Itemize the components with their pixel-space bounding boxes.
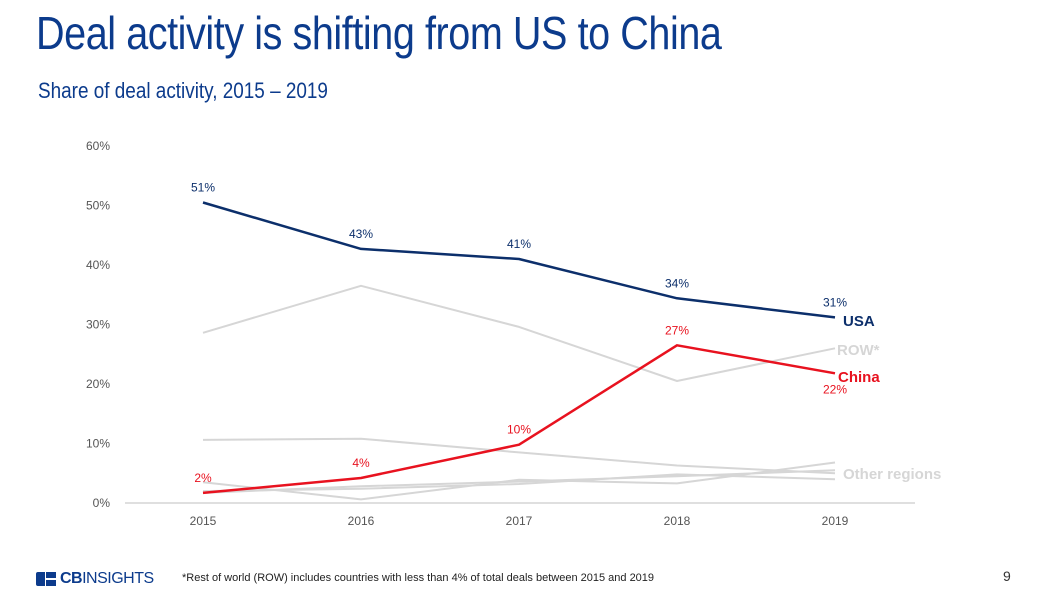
data-label: 51% — [191, 181, 215, 195]
series-line-other — [202, 469, 836, 494]
series-line-usa — [202, 201, 836, 319]
y-tick-label: 40% — [86, 258, 110, 272]
y-tick-label: 20% — [86, 377, 110, 391]
data-label: 31% — [823, 295, 847, 309]
annotation-row: ROW* — [837, 342, 880, 359]
y-tick-label: 10% — [86, 437, 110, 451]
data-label: 27% — [665, 323, 689, 337]
x-tick-label: 2017 — [506, 514, 533, 528]
line-chart: 0% 10% 20% 30% 40% 50% 60% 2015 2016 2017 2018 2019… — [86, 139, 941, 528]
page-title: Deal activity is shifting from US to Chi… — [36, 7, 722, 59]
y-tick-label: 60% — [86, 139, 110, 153]
data-label: 22% — [823, 382, 847, 396]
y-tick-label: 30% — [86, 318, 110, 332]
series-line-row — [202, 284, 836, 382]
data-label: 10% — [507, 423, 531, 437]
annotation-china: China — [838, 369, 880, 386]
cb-insights-logo: CBINSIGHTS — [36, 570, 154, 588]
data-label: 4% — [352, 456, 370, 470]
data-label: 34% — [665, 276, 689, 290]
x-tick-label: 2015 — [190, 514, 217, 528]
data-label: 41% — [507, 237, 531, 251]
annotation-other: Other regions — [843, 466, 941, 483]
series-line-other — [202, 437, 836, 475]
page-subtitle: Share of deal activity, 2015 – 2019 — [38, 78, 328, 103]
y-tick-label: 0% — [93, 496, 111, 510]
x-tick-label: 2018 — [664, 514, 691, 528]
y-tick-label: 50% — [86, 199, 110, 213]
x-tick-label: 2019 — [822, 514, 849, 528]
series-line-china — [202, 344, 836, 495]
page-number: 9 — [1003, 568, 1011, 584]
logo-text: CBINSIGHTS — [60, 570, 154, 587]
data-label: 43% — [349, 227, 373, 241]
footnote: *Rest of world (ROW) includes countries … — [182, 572, 655, 584]
annotation-usa: USA — [843, 313, 875, 330]
cb-logo-icon — [36, 572, 56, 586]
data-label: 2% — [194, 471, 212, 485]
x-tick-label: 2016 — [348, 514, 375, 528]
footer: CBINSIGHTS *Rest of world (ROW) includes… — [0, 562, 1052, 601]
